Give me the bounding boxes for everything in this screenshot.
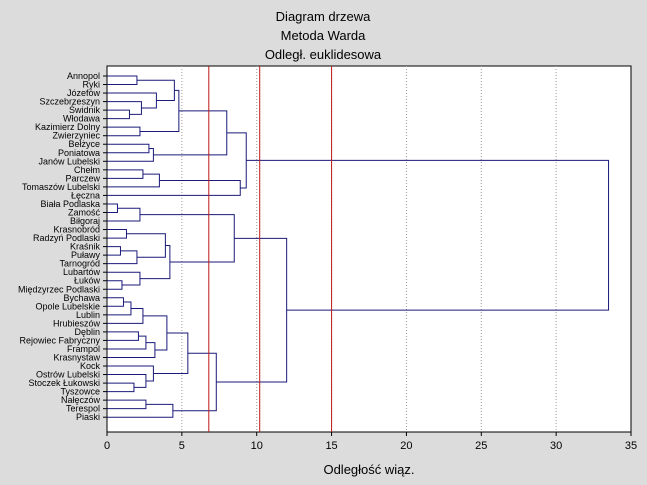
leaf-labels-layer: AnnopolRykiJózefówSzczebrzeszynŚwidnikWł… [18, 71, 107, 422]
leaf-label: Tyszowce [60, 387, 100, 397]
leaf-label: Nałęczów [61, 395, 101, 405]
leaf-label: Lubartów [63, 267, 101, 277]
leaf-label: Hrubieszów [53, 318, 101, 328]
x-tick-label: 10 [251, 440, 263, 452]
leaf-label: Międzyrzec Podlaski [18, 284, 100, 294]
leaf-label: Biała Podlaska [40, 199, 100, 209]
merge-link-80 [246, 159, 610, 311]
leaf-label: Zwierzyniec [52, 131, 100, 141]
leaf-label: Tarnogród [59, 259, 100, 269]
leaf-label: Biłgoraj [70, 216, 100, 226]
leaf-label: Świdnik [69, 104, 101, 115]
x-tick-label: 0 [104, 440, 110, 452]
leaf-label: Kraśnik [70, 242, 101, 252]
x-tick-label: 20 [400, 440, 412, 452]
leaf-label: Bełżyce [68, 139, 100, 149]
chart-title-line-3: Odległ. euklidesowa [265, 47, 382, 62]
chart-title-line-1: Diagram drzewa [276, 9, 371, 24]
tree-layer [107, 75, 610, 418]
leaf-label: Szczebrzeszyn [39, 97, 100, 107]
x-tick-label: 25 [475, 440, 487, 452]
leaf-label: Annopol [67, 71, 100, 81]
x-tick-label: 5 [179, 440, 185, 452]
leaf-label: Opole Lubelskie [35, 301, 100, 311]
plot-area [106, 65, 632, 433]
leaf-label: Stoczek Łukowski [28, 378, 100, 388]
leaf-label: Parczew [65, 173, 100, 183]
leaf-label: Łuków [74, 276, 101, 286]
leaf-label: Lublin [76, 310, 100, 320]
leaf-label: Ryki [83, 80, 101, 90]
leaf-label: Ostrów Lubelski [36, 370, 100, 380]
leaf-label: Rejowiec Fabryczny [19, 335, 100, 345]
leaf-label: Puławy [71, 250, 101, 260]
leaf-label: Frampol [67, 344, 100, 354]
leaf-label: Włodawa [63, 114, 100, 124]
leaf-label: Zamość [68, 207, 101, 217]
leaf-label: Kazimierz Dolny [35, 122, 101, 132]
leaf-label: Chełm [74, 165, 100, 175]
leaf-label: Józefów [67, 88, 101, 98]
leaf-label: Terespol [66, 404, 100, 414]
leaf-label: Janów Lubelski [38, 156, 100, 166]
leaf-label: Bychawa [63, 293, 100, 303]
cut-lines-layer [208, 66, 333, 432]
leaf-label: Tomaszów Lubelski [22, 182, 100, 192]
leaf-label: Krasnobród [53, 225, 100, 235]
x-tick-label: 15 [325, 440, 337, 452]
x-tick-label: 35 [625, 440, 637, 452]
leaf-label: Dęblin [74, 327, 100, 337]
leaf-label: Poniatowa [58, 148, 100, 158]
x-tick-label: 30 [550, 440, 562, 452]
x-axis-label: Odległość wiąz. [323, 462, 414, 477]
leaf-label: Kock [80, 361, 101, 371]
leaf-label: Radzyń Podlaski [33, 233, 100, 243]
chart-title-line-2: Metoda Warda [281, 28, 367, 43]
x-axis-ticks-layer: 0 5 10 15 20 25 30 35 [104, 432, 637, 452]
leaf-label: Piaski [76, 412, 100, 422]
leaf-label: Łęczna [71, 190, 100, 200]
leaf-label: Krasnystaw [53, 352, 100, 362]
